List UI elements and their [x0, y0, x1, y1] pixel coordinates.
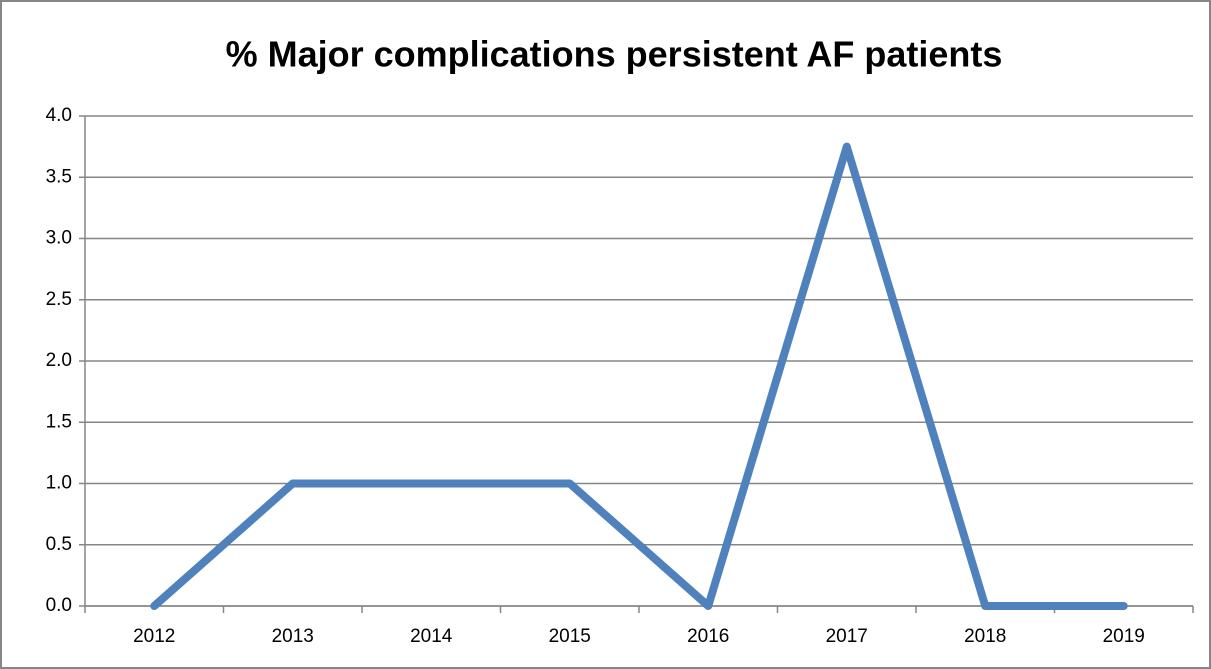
y-tick-label: 3.0 [46, 228, 72, 249]
y-tick-label: 2.0 [46, 350, 72, 371]
x-tick-label: 2019 [1103, 626, 1145, 647]
y-tick-label: 0.0 [46, 595, 72, 616]
x-tick-label: 2016 [687, 626, 729, 647]
x-tick-label: 2015 [549, 626, 591, 647]
y-tick-label: 4.0 [46, 105, 72, 126]
x-tick-label: 2013 [272, 626, 314, 647]
data-line [150, 142, 1128, 610]
y-tick-label: 1.5 [46, 411, 72, 432]
y-tick-label: 1.0 [46, 473, 72, 494]
x-tick-label: 2017 [826, 626, 868, 647]
chart-title: % Major complications persistent AF pati… [226, 34, 1003, 75]
x-tick-label: 2018 [964, 626, 1006, 647]
y-tick-label: 2.5 [46, 289, 72, 310]
y-tick-label: 3.5 [46, 166, 72, 187]
x-tick-label: 2014 [410, 626, 453, 647]
y-tick-label: 0.5 [46, 534, 72, 555]
x-tick-label: 2012 [133, 626, 175, 647]
